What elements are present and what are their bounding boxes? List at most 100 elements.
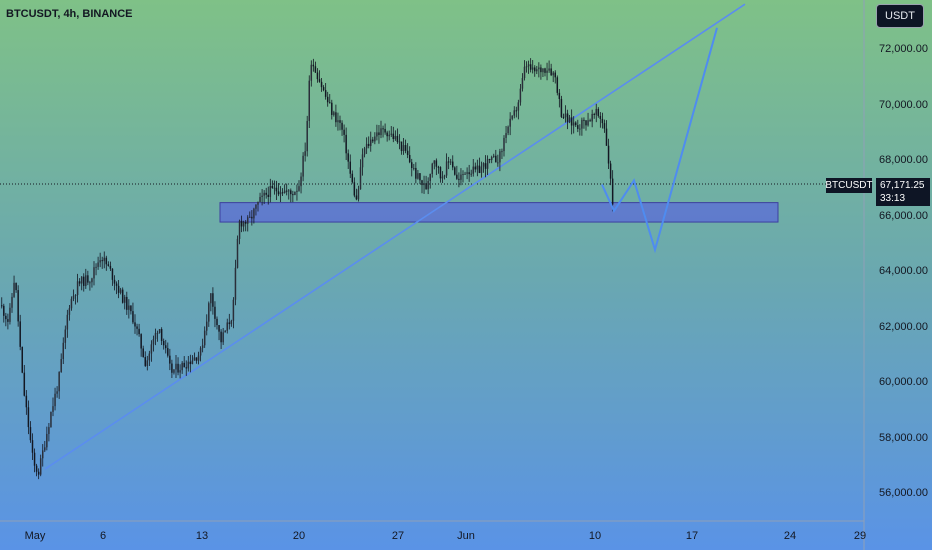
candle-body <box>382 128 384 130</box>
last-price-tag: 67,171.25 33:13 <box>876 178 930 206</box>
candle-body <box>117 285 120 293</box>
candle-body <box>466 172 468 174</box>
candle-body <box>324 90 327 97</box>
candle-body <box>234 267 237 300</box>
candle-body <box>310 64 313 81</box>
candle-body <box>101 260 103 262</box>
candle-body <box>495 155 497 163</box>
time-tick-label: 10 <box>588 530 602 542</box>
candle-body <box>593 113 595 115</box>
candle-body <box>199 348 202 356</box>
candle-body <box>1 305 3 307</box>
candle-body <box>144 357 146 366</box>
candle-body <box>431 163 433 174</box>
projected-path <box>601 27 718 254</box>
candle-body <box>542 68 544 73</box>
chart-title: BTCUSDT, 4h, BINANCE <box>6 8 133 20</box>
candle-body <box>581 119 583 129</box>
candle-body <box>62 342 64 360</box>
candle-body <box>294 191 296 196</box>
candle-body <box>509 118 511 127</box>
candle-body <box>320 81 323 88</box>
candle-body <box>240 220 243 227</box>
candle-body <box>511 115 513 119</box>
candle-body <box>253 208 255 219</box>
candle-body <box>439 167 442 179</box>
candle-body <box>427 181 429 190</box>
candle-body <box>236 238 239 268</box>
candle-body <box>187 361 190 369</box>
candle-body <box>275 187 278 192</box>
candle-body <box>74 295 77 297</box>
candle-body <box>579 128 581 130</box>
candle-body <box>597 108 600 116</box>
candle-body <box>575 122 577 126</box>
candle-body <box>421 180 423 186</box>
candle-body <box>115 283 118 286</box>
candle-body <box>458 178 460 180</box>
candle-body <box>251 216 253 219</box>
candle-body <box>288 190 290 192</box>
time-tick-label: 6 <box>99 530 107 542</box>
candle-body <box>468 172 470 175</box>
candle-body <box>138 328 140 335</box>
candle-body <box>44 447 46 451</box>
candle-body <box>214 306 216 319</box>
candle-body <box>109 265 112 269</box>
candle-body <box>42 450 44 459</box>
candle-body <box>490 157 493 161</box>
time-tick-label: 20 <box>292 530 306 542</box>
candle-body <box>128 305 130 310</box>
candle-body <box>15 282 17 291</box>
candle-body <box>484 163 487 169</box>
candle-body <box>415 167 417 179</box>
candle-body <box>587 120 589 126</box>
price-tick-label: 62,000.00 <box>879 320 928 333</box>
candle-body <box>566 113 569 123</box>
candle-body <box>398 141 401 143</box>
candle-body <box>384 128 386 133</box>
candle-body <box>298 186 300 191</box>
candle-body <box>531 67 534 70</box>
candle-body <box>72 295 75 299</box>
candle-body <box>556 77 559 93</box>
candle-body <box>470 173 472 175</box>
candle-body <box>50 411 52 428</box>
candle-body <box>312 64 315 67</box>
candle-body <box>433 160 436 164</box>
time-tick-label: May <box>24 530 46 542</box>
candle-body <box>119 289 122 293</box>
candle-body <box>544 68 546 73</box>
candle-body <box>111 268 114 280</box>
candle-body <box>601 118 604 124</box>
candle-body <box>501 151 503 153</box>
candle-body <box>64 329 67 343</box>
candle-body <box>33 452 36 466</box>
candle-body <box>577 125 579 129</box>
candle-body <box>536 69 538 72</box>
candle-body <box>521 78 524 89</box>
candle-body <box>611 178 614 205</box>
candle-body <box>93 267 95 279</box>
candle-body <box>306 120 308 152</box>
candle-body <box>519 88 522 103</box>
price-tick-label: 56,000.00 <box>879 487 928 499</box>
candle-body <box>445 161 448 176</box>
candle-body <box>339 120 341 123</box>
candle-body <box>277 191 280 195</box>
candle-body <box>425 183 427 190</box>
candle-body <box>99 260 101 263</box>
candle-body <box>538 67 540 70</box>
candle-body <box>29 427 32 441</box>
candle-body <box>497 162 499 164</box>
candle-body <box>201 345 204 349</box>
candle-body <box>85 275 87 286</box>
price-tick-label: 58,000.00 <box>879 431 928 444</box>
candle-body <box>503 137 505 152</box>
candle-body <box>247 217 249 224</box>
candle-body <box>357 189 360 200</box>
candle-body <box>17 290 19 322</box>
currency-button[interactable]: USDT <box>876 4 924 28</box>
